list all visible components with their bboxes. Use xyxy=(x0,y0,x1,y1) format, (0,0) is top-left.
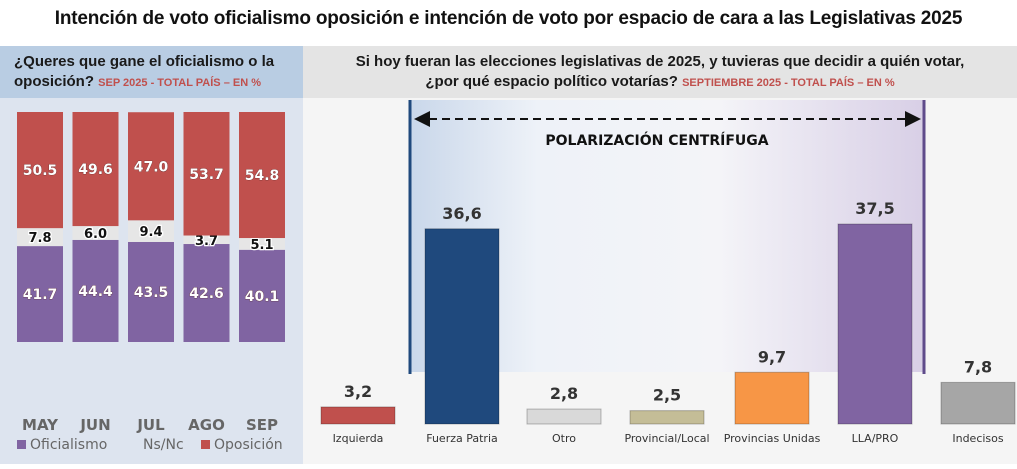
right-chart-header: Si hoy fueran las elecciones legislativa… xyxy=(303,46,1017,98)
left-note: SEP 2025 - TOTAL PAÍS – EN % xyxy=(98,77,261,89)
bar-oposicin-may xyxy=(17,112,63,229)
bar-indecisos xyxy=(940,381,1016,425)
bar-nsnc-ago xyxy=(183,235,230,245)
data-label: 7,8 xyxy=(964,357,992,376)
legend-label: Ns/Nc xyxy=(143,437,184,453)
data-label: 50.5 xyxy=(23,163,58,179)
party-chart-panel: POLARIZACIÓN CENTRÍFUGA 3,2 Izquierda 36,6 F… xyxy=(303,98,1017,464)
data-label: 43.5 xyxy=(134,285,169,301)
data-label: 41.7 xyxy=(23,287,58,303)
x-tick-label: Fuerza Patria xyxy=(426,432,498,445)
x-tick-label: MAY xyxy=(22,416,59,434)
legend-swatch-oposicion xyxy=(201,440,210,449)
x-tick-label: Provincias Unidas xyxy=(724,432,821,445)
x-tick-label: JUN xyxy=(79,416,110,434)
bar-oposicin-jul xyxy=(128,112,174,221)
x-tick-label: LLA/PRO xyxy=(852,432,899,445)
bar-nsnc-jul xyxy=(128,220,174,242)
x-tick-label: Otro xyxy=(552,432,576,445)
left-question: ¿Queres que gane el oficialismo o la opo… xyxy=(14,53,275,90)
legend-label: Oficialismo xyxy=(30,437,107,453)
x-tick-label: SEP xyxy=(246,416,278,434)
data-label: 54.8 xyxy=(245,168,280,184)
bar-izquierda xyxy=(320,406,396,425)
bar-oficialismo-jul xyxy=(128,241,174,342)
data-label: 2,5 xyxy=(653,386,681,405)
bar-otro xyxy=(526,408,602,425)
right-question-line1: Si hoy fueran las elecciones legislativa… xyxy=(355,53,965,70)
polarization-annotation: POLARIZACIÓN CENTRÍFUGA xyxy=(545,131,768,149)
bar-provincial-local xyxy=(629,410,705,425)
legend-swatch-oficialismo xyxy=(17,440,26,449)
right-note: SEPTIEMBRE 2025 - TOTAL PAÍS – EN % xyxy=(682,77,895,89)
data-label: 9,7 xyxy=(758,347,786,366)
data-label: 40.1 xyxy=(245,289,280,305)
data-label: 53.7 xyxy=(189,167,224,183)
data-label: 49.6 xyxy=(78,162,113,178)
party-bar-chart: POLARIZACIÓN CENTRÍFUGA 3,2 Izquierda 36,6 F… xyxy=(320,100,1016,445)
bar-oposicin-jun xyxy=(72,112,119,227)
data-label: 36,6 xyxy=(442,204,481,223)
bar-oposicin-ago xyxy=(183,112,230,236)
stacked-chart-panel: 41.7 7.8 50.5 MAY 44.4 6.0 49.6 JUN 43.5 9.4 47.0 J… xyxy=(0,98,303,464)
bar-fuerza-patria xyxy=(424,228,500,425)
legend-label: Oposición xyxy=(214,437,283,453)
data-label: 5.1 xyxy=(250,238,273,253)
data-label: 3,2 xyxy=(344,382,372,401)
x-tick-label: JUL xyxy=(136,416,165,434)
bar-lla-pro xyxy=(837,223,913,425)
data-label: 3.7 xyxy=(195,234,218,249)
bar-oposicin-sep xyxy=(239,112,285,239)
bar-oficialismo-sep xyxy=(239,249,285,342)
x-tick-label: Provincial/Local xyxy=(624,432,709,445)
data-label: 37,5 xyxy=(855,199,894,218)
bar-provincias-unidas xyxy=(734,371,810,425)
data-label: 2,8 xyxy=(550,384,578,403)
data-label: 44.4 xyxy=(78,284,113,300)
bar-nsnc-may xyxy=(17,228,63,247)
left-chart-header: ¿Queres que gane el oficialismo o la opo… xyxy=(0,46,303,98)
data-label: 7.8 xyxy=(28,231,51,246)
bar-nsnc-sep xyxy=(239,238,285,250)
data-label: 42.6 xyxy=(189,286,224,302)
x-tick-label: Izquierda xyxy=(333,432,384,445)
page-title: Intención de voto oficialismo oposición … xyxy=(54,8,963,29)
data-label: 9.4 xyxy=(139,225,162,240)
bar-oficialismo-ago xyxy=(183,244,230,342)
stacked-bar-chart: 41.7 7.8 50.5 MAY 44.4 6.0 49.6 JUN 43.5 9.4 47.0 J… xyxy=(17,112,285,453)
bar-nsnc-jun xyxy=(72,226,119,240)
bar-oficialismo-jun xyxy=(72,239,119,342)
right-question-line2: ¿por qué espacio político votarías? xyxy=(425,73,678,90)
data-label: 47.0 xyxy=(134,159,169,175)
x-tick-label: Indecisos xyxy=(952,432,1004,445)
bar-oficialismo-may xyxy=(17,246,63,342)
x-tick-label: AGO xyxy=(188,416,225,434)
data-label: 6.0 xyxy=(84,227,107,242)
